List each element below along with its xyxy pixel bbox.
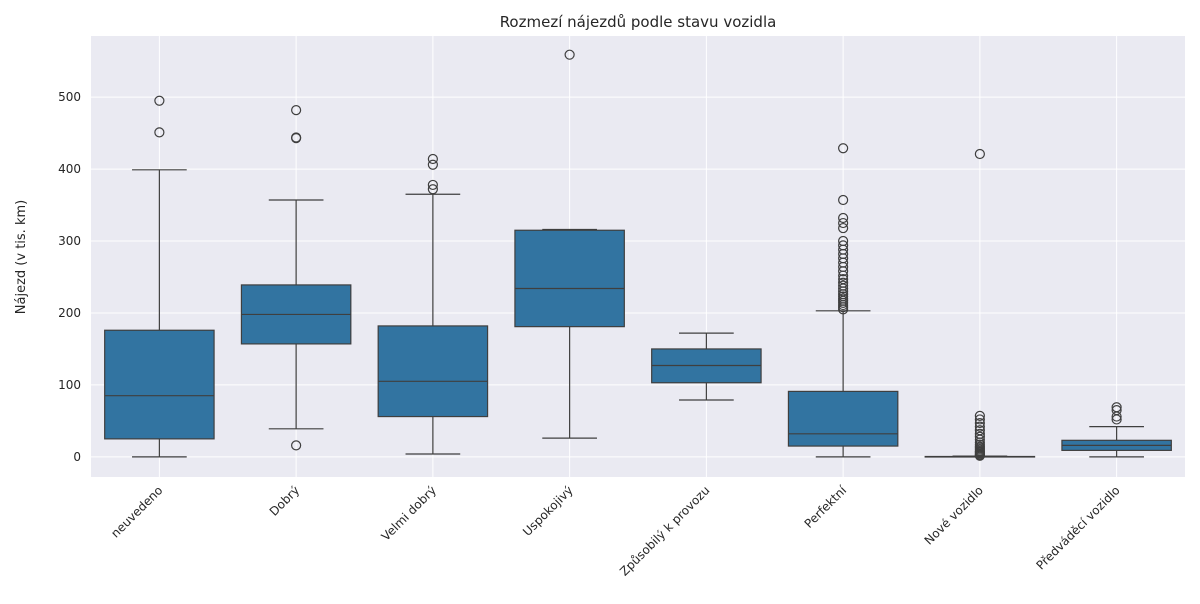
y-tick-label: 0 [73,450,81,464]
x-tick-label: Nové vozidlo [922,483,986,547]
box-layer [104,49,1172,461]
outlier-point [291,104,302,116]
outlier-point [974,428,985,439]
box-group [377,153,489,455]
x-tick-label: Způsobilý k provozu [617,483,712,578]
outlier-point [1111,404,1122,416]
y-tick-label: 200 [58,306,81,320]
box-group [104,95,215,458]
plot-background [91,36,1185,477]
box-group [787,143,899,458]
outlier-point [1111,402,1122,413]
x-tick-label: Předváděcí vozidlo [1033,483,1122,572]
box-iqr [787,390,899,447]
outlier-point [154,95,165,106]
y-tick-label: 400 [58,162,81,176]
x-tick-label: Uspokojivý [520,483,576,539]
box-group [240,104,352,451]
x-tick-label: Velmi dobrý [379,483,439,543]
outlier-point [427,184,438,195]
outlier-point [154,127,165,138]
box-group [1061,402,1172,458]
outlier-point [838,212,849,224]
outlier-point [974,425,985,436]
box-iqr [514,229,625,328]
outlier-point [974,410,985,421]
outlier-point [974,414,985,425]
box-group [924,148,1036,461]
outlier-point [291,132,302,143]
outlier-point [838,280,849,291]
outlier-point [974,431,985,442]
y-tick-label: 100 [58,378,81,392]
outlier-point [838,194,849,206]
outlier-point [974,421,985,432]
y-tick-label: 300 [58,234,81,248]
box-iqr [377,325,489,418]
y-axis-label: Nájezd (v tis. km) [14,200,29,314]
outlier-point [838,222,849,234]
outlier-point [974,417,985,429]
outlier-point [838,143,849,154]
outlier-point [838,235,849,247]
outlier-point [838,274,849,285]
outlier-point [427,179,438,191]
x-tick-label: Perfektní [802,483,850,531]
outlier-point [838,217,849,229]
y-tick-label: 500 [58,90,81,104]
chart-title: Rozmezí nájezdů podle stavu vozidla [500,13,777,31]
x-tick-label: neuvedeno [108,483,165,540]
outlier-point [564,49,575,60]
outlier-point [838,240,849,251]
x-tick-label: Dobrý [267,483,303,519]
outlier-point [291,440,302,451]
outlier-point [838,277,849,288]
box-iqr [104,329,215,440]
outlier-point [427,159,438,170]
outlier-point [427,153,438,165]
outlier-point [974,148,985,160]
box-group [514,49,625,439]
box-group [651,332,762,401]
